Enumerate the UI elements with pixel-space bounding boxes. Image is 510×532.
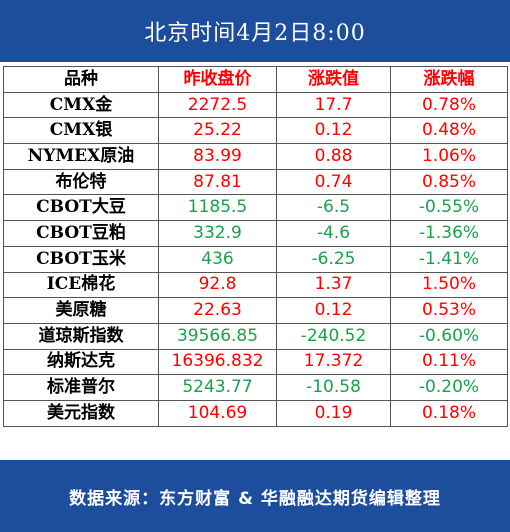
instrument-name: CBOT豆粕 <box>3 220 159 247</box>
close-price: 22.63 <box>158 297 277 324</box>
header-price: 昨收盘价 <box>158 66 277 93</box>
table-row: CMX银 25.22 0.12 0.48% <box>3 117 508 145</box>
close-price: 2272.5 <box>158 91 277 119</box>
table-row: 标准普尔 5243.77 -10.58 -0.20% <box>3 374 508 401</box>
footer-text: 数据来源：东方财富 & 华融融达期货编辑整理 <box>69 488 441 509</box>
close-price: 25.22 <box>158 117 277 145</box>
instrument-name: 道琼斯指数 <box>3 322 159 350</box>
header-change: 涨跌值 <box>276 66 391 93</box>
footer-banner: 数据来源：东方财富 & 华融融达期货编辑整理 <box>0 460 510 532</box>
change-percent: -0.60% <box>390 322 508 350</box>
instrument-name: 标准普尔 <box>3 374 159 401</box>
change-percent: 0.48% <box>390 117 508 145</box>
change-percent: 1.06% <box>390 143 508 170</box>
table-row: 纳斯达克 16396.832 17.372 0.11% <box>3 348 508 376</box>
change-value: -240.52 <box>276 322 391 350</box>
title-banner: 北京时间4月2日8:00 <box>0 0 510 62</box>
change-value: 0.88 <box>276 143 391 170</box>
instrument-name: 纳斯达克 <box>3 348 159 376</box>
change-value: 0.12 <box>276 297 391 324</box>
instrument-name: 美元指数 <box>3 399 159 427</box>
change-percent: 0.18% <box>390 399 508 427</box>
close-price: 87.81 <box>158 168 277 196</box>
instrument-name: 布伦特 <box>3 168 159 196</box>
table-row: CBOT玉米 436 -6.25 -1.41% <box>3 245 508 273</box>
change-value: 0.74 <box>276 168 391 196</box>
change-value: 0.12 <box>276 117 391 145</box>
close-price: 104.69 <box>158 399 277 427</box>
change-value: 17.372 <box>276 348 391 376</box>
change-percent: -1.41% <box>390 245 508 273</box>
instrument-name: NYMEX原油 <box>3 143 159 170</box>
change-value: 17.7 <box>276 91 391 119</box>
table-row: ICE棉花 92.8 1.37 1.50% <box>3 271 508 299</box>
close-price: 1185.5 <box>158 194 277 222</box>
change-percent: -0.20% <box>390 374 508 401</box>
table-row: NYMEX原油 83.99 0.88 1.06% <box>3 143 508 170</box>
table-row: CBOT大豆 1185.5 -6.5 -0.55% <box>3 194 508 222</box>
quotes-table: 品种 昨收盘价 涨跌值 涨跌幅 CMX金 2272.5 17.7 0.78% CMX银 2… <box>3 66 508 427</box>
change-percent: 0.53% <box>390 297 508 324</box>
header-pct: 涨跌幅 <box>390 66 508 93</box>
change-value: -10.58 <box>276 374 391 401</box>
instrument-name: CMX金 <box>3 91 159 119</box>
change-percent: 0.78% <box>390 91 508 119</box>
change-value: 0.19 <box>276 399 391 427</box>
close-price: 92.8 <box>158 271 277 299</box>
instrument-name: CBOT大豆 <box>3 194 159 222</box>
quotes-body: CMX金 2272.5 17.7 0.78% CMX银 25.22 0.12 0.48% NYM… <box>3 91 508 427</box>
instrument-name: ICE棉花 <box>3 271 159 299</box>
header-row: 品种 昨收盘价 涨跌值 涨跌幅 <box>3 66 508 93</box>
table-row: 美原糖 22.63 0.12 0.53% <box>3 297 508 324</box>
close-price: 16396.832 <box>158 348 277 376</box>
instrument-name: 美原糖 <box>3 297 159 324</box>
header-name: 品种 <box>3 66 159 93</box>
close-price: 39566.85 <box>158 322 277 350</box>
change-value: -6.5 <box>276 194 391 222</box>
close-price: 332.9 <box>158 220 277 247</box>
close-price: 5243.77 <box>158 374 277 401</box>
table-row: CBOT豆粕 332.9 -4.6 -1.36% <box>3 220 508 247</box>
change-percent: -0.55% <box>390 194 508 222</box>
title-text: 北京时间4月2日8:00 <box>144 21 366 46</box>
change-percent: -1.36% <box>390 220 508 247</box>
change-percent: 1.50% <box>390 271 508 299</box>
change-percent: 0.11% <box>390 348 508 376</box>
instrument-name: CMX银 <box>3 117 159 145</box>
change-percent: 0.85% <box>390 168 508 196</box>
change-value: -6.25 <box>276 245 391 273</box>
instrument-name: CBOT玉米 <box>3 245 159 273</box>
close-price: 83.99 <box>158 143 277 170</box>
table-row: CMX金 2272.5 17.7 0.78% <box>3 91 508 119</box>
table-row: 布伦特 87.81 0.74 0.85% <box>3 168 508 196</box>
table-row: 美元指数 104.69 0.19 0.18% <box>3 399 508 427</box>
change-value: 1.37 <box>276 271 391 299</box>
table-row: 道琼斯指数 39566.85 -240.52 -0.60% <box>3 322 508 350</box>
change-value: -4.6 <box>276 220 391 247</box>
close-price: 436 <box>158 245 277 273</box>
